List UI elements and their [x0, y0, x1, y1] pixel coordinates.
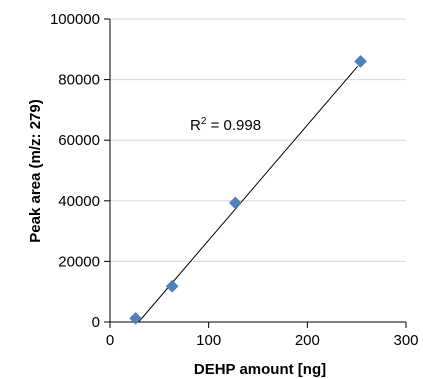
- y-tick-label: 80000: [58, 72, 100, 89]
- x-tick-label: 200: [295, 332, 320, 349]
- tick-labels: 0 20000 40000 60000 80000 100000 0 100 200 300: [50, 11, 419, 349]
- linear-trendline: [138, 65, 359, 323]
- r-squared-annotation: R2 = 0.998: [190, 116, 261, 134]
- y-axis-title: Peak area (m/z: 279): [27, 99, 44, 242]
- data-point-marker: [228, 196, 242, 210]
- data-points: [129, 55, 367, 325]
- y-tick-label: 60000: [58, 132, 100, 149]
- y-tick-label: 0: [92, 314, 100, 331]
- x-tick-label: 300: [393, 332, 418, 349]
- data-point-marker: [129, 312, 143, 325]
- y-tick-label: 40000: [58, 193, 100, 210]
- x-tick-label: 100: [196, 332, 221, 349]
- data-point-marker: [165, 279, 179, 293]
- y-tick-label: 100000: [50, 11, 100, 28]
- y-tick-label: 20000: [58, 253, 100, 270]
- gridlines: [110, 18, 406, 262]
- axes: [104, 18, 407, 328]
- trendline-group: [138, 65, 359, 323]
- x-tick-label: 0: [106, 332, 114, 349]
- data-point-marker: [354, 55, 367, 68]
- x-axis-title: DEHP amount [ng]: [194, 361, 326, 378]
